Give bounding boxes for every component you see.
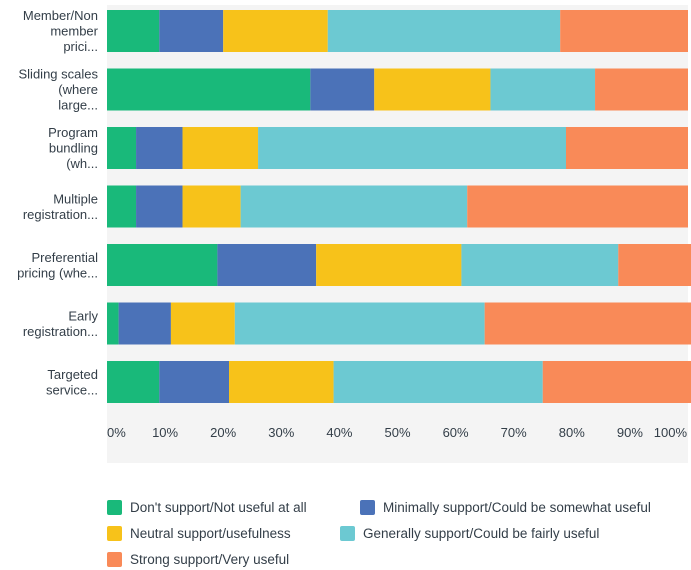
category-label: Program bundling (wh... bbox=[48, 125, 98, 171]
legend-item-strong-support[interactable]: Strong support/Very useful bbox=[107, 552, 289, 567]
category-label-line: Program bbox=[48, 125, 98, 140]
x-tick-label: 0% bbox=[107, 425, 126, 440]
x-tick-label: 20% bbox=[210, 425, 236, 440]
bar-segment-neutral-support[interactable] bbox=[182, 127, 259, 169]
bar-row bbox=[107, 244, 691, 286]
legend-label: Strong support/Very useful bbox=[130, 552, 290, 567]
bar-segment-don-t-support[interactable] bbox=[107, 10, 160, 52]
bar-segment-strong-support[interactable] bbox=[618, 244, 691, 286]
category-label-line: Sliding scales bbox=[19, 67, 99, 82]
category-label-line: Early bbox=[68, 308, 98, 323]
bar-groups bbox=[107, 10, 691, 403]
bar-segment-don-t-support[interactable] bbox=[107, 68, 311, 111]
category-label: Early registration... bbox=[23, 308, 99, 339]
bar-segment-generally-support[interactable] bbox=[327, 10, 561, 52]
legend-item-minimally-support[interactable]: Minimally support/Could be somewhat usef… bbox=[360, 500, 651, 515]
category-label: Member/Non member prici... bbox=[23, 8, 99, 54]
category-label: Targeted service... bbox=[46, 367, 98, 398]
category-label-line: bundling bbox=[49, 141, 98, 156]
legend-label: Generally support/Could be fairly useful bbox=[363, 526, 600, 541]
category-label-line: registration... bbox=[23, 207, 98, 222]
legend-swatch bbox=[107, 500, 122, 515]
category-label-line: member bbox=[50, 24, 98, 39]
x-tick-label: 50% bbox=[384, 425, 410, 440]
x-tick-label: 40% bbox=[326, 425, 352, 440]
bar-segment-generally-support[interactable] bbox=[461, 244, 619, 286]
bar-segment-minimally-support[interactable] bbox=[159, 361, 230, 403]
legend-item-generally-support[interactable]: Generally support/Could be fairly useful bbox=[340, 526, 599, 541]
x-tick-label: 80% bbox=[559, 425, 585, 440]
category-label-line: (wh... bbox=[66, 156, 98, 171]
legend-swatch bbox=[107, 526, 122, 541]
bar-segment-generally-support[interactable] bbox=[490, 68, 596, 111]
bar-segment-minimally-support[interactable] bbox=[159, 10, 224, 52]
bar-segment-don-t-support[interactable] bbox=[107, 185, 137, 228]
x-tick-label: 90% bbox=[617, 425, 643, 440]
x-tick-label: 10% bbox=[152, 425, 178, 440]
bar-segment-strong-support[interactable] bbox=[595, 68, 688, 111]
stacked-bar-chart: Member/Non member prici...Sliding scales (w… bbox=[17, 5, 691, 463]
bar-segment-neutral-support[interactable] bbox=[182, 185, 241, 228]
bar-segment-don-t-support[interactable] bbox=[107, 361, 160, 403]
bar-segment-neutral-support[interactable] bbox=[316, 244, 462, 286]
bar-segment-minimally-support[interactable] bbox=[217, 244, 317, 286]
legend-swatch bbox=[340, 526, 355, 541]
bar-segment-generally-support[interactable] bbox=[333, 361, 543, 403]
category-label-line: service... bbox=[46, 382, 98, 397]
bar-segment-neutral-support[interactable] bbox=[229, 361, 334, 403]
category-label-line: registration... bbox=[23, 324, 98, 339]
bar-segment-strong-support[interactable] bbox=[484, 302, 691, 345]
x-axis-tick-labels: 0% 10% 20% 30% 40% 50% 60% 70% 80% 90% 100% bbox=[107, 425, 687, 440]
x-tick-label: 30% bbox=[268, 425, 294, 440]
category-label-line: prici... bbox=[63, 39, 98, 54]
x-tick-label: 60% bbox=[443, 425, 469, 440]
legend-swatch bbox=[360, 500, 375, 515]
legend-label: Minimally support/Could be somewhat usef… bbox=[383, 500, 651, 515]
bar-segment-minimally-support[interactable] bbox=[310, 68, 375, 111]
bar-segment-strong-support[interactable] bbox=[560, 10, 688, 52]
bar-segment-strong-support[interactable] bbox=[565, 127, 688, 169]
category-label: Preferential pricing (whe... bbox=[17, 250, 98, 281]
category-label: Multiple registration... bbox=[23, 191, 98, 222]
category-label: Sliding scales (where large... bbox=[19, 67, 99, 113]
category-label-line: (where bbox=[58, 82, 98, 97]
bar-segment-don-t-support[interactable] bbox=[107, 127, 137, 169]
legend-item-neutral-support[interactable]: Neutral support/usefulness bbox=[107, 526, 291, 541]
bar-row bbox=[107, 361, 691, 403]
bar-segment-neutral-support[interactable] bbox=[170, 302, 235, 345]
legend-label: Neutral support/usefulness bbox=[130, 526, 291, 541]
bar-segment-neutral-support[interactable] bbox=[223, 10, 328, 52]
category-label-line: Preferential bbox=[32, 250, 99, 265]
category-labels: Member/Non member prici...Sliding scales (w… bbox=[17, 8, 99, 397]
bar-segment-generally-support[interactable] bbox=[258, 127, 566, 169]
bar-segment-generally-support[interactable] bbox=[240, 185, 468, 228]
bar-segment-strong-support[interactable] bbox=[467, 185, 688, 228]
legend-item-dont-support[interactable]: Don't support/Not useful at all bbox=[107, 500, 307, 515]
x-tick-label: 70% bbox=[501, 425, 527, 440]
bar-row bbox=[107, 10, 688, 52]
category-label-line: Member/Non bbox=[23, 8, 98, 23]
bar-segment-minimally-support[interactable] bbox=[136, 127, 183, 169]
category-label-line: Multiple bbox=[53, 191, 98, 206]
bar-row bbox=[107, 302, 691, 345]
legend-swatch bbox=[107, 552, 122, 567]
bar-row bbox=[107, 127, 688, 169]
bar-segment-minimally-support[interactable] bbox=[118, 302, 171, 345]
category-label-line: pricing (whe... bbox=[17, 265, 98, 280]
category-label-line: large... bbox=[58, 98, 98, 113]
bar-segment-generally-support[interactable] bbox=[234, 302, 485, 345]
category-label-line: Targeted bbox=[47, 367, 98, 382]
bar-segment-don-t-support[interactable] bbox=[107, 244, 218, 286]
legend-label: Don't support/Not useful at all bbox=[130, 500, 307, 515]
bar-segment-don-t-support[interactable] bbox=[107, 302, 119, 345]
bar-segment-minimally-support[interactable] bbox=[136, 185, 183, 228]
bar-segment-neutral-support[interactable] bbox=[374, 68, 491, 111]
x-tick-label: 100% bbox=[654, 425, 688, 440]
bar-segment-strong-support[interactable] bbox=[542, 361, 691, 403]
bar-row bbox=[107, 185, 688, 228]
bar-row bbox=[107, 68, 688, 111]
